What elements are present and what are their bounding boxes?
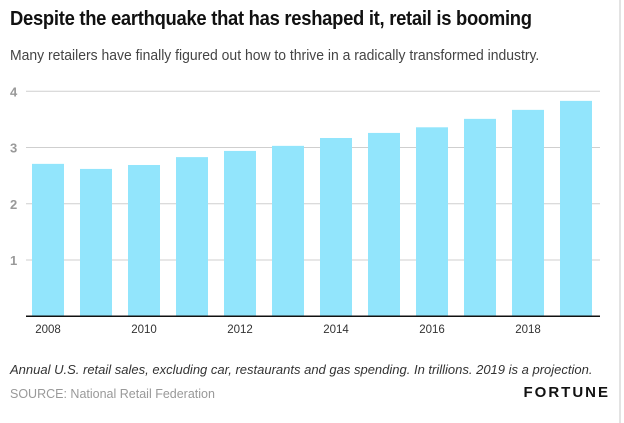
chart-note: Annual U.S. retail sales, excluding car,…	[10, 362, 593, 377]
chart-subtitle: Many retailers have finally figured out …	[10, 47, 540, 64]
bar-2009	[80, 168, 112, 317]
bar-2010	[128, 164, 160, 317]
x-tick-label: 2008	[35, 324, 61, 336]
y-tick-label: 4	[10, 84, 18, 99]
bar-2019	[560, 100, 592, 317]
bar-2008	[32, 163, 64, 317]
bar-2018	[512, 109, 544, 317]
bar-2013	[272, 145, 304, 317]
x-tick-label: 2014	[323, 324, 349, 336]
chart-source: SOURCE: National Retail Federation	[10, 387, 215, 401]
fortune-logo: FORTUNE	[523, 384, 610, 401]
bar-chart: 1 2 3 4 2008 2010 2012 2014 2016 2018	[10, 84, 600, 336]
x-tick-label: 2018	[515, 324, 541, 336]
y-tick-label: 1	[10, 253, 17, 268]
bar-2016	[416, 127, 448, 317]
x-tick-label: 2010	[131, 324, 157, 336]
bar-2017	[464, 118, 496, 317]
bar-2012	[224, 150, 256, 317]
bar-2014	[320, 137, 352, 317]
x-tick-label: 2016	[419, 324, 445, 336]
bar-2011	[176, 157, 208, 317]
y-tick-label: 2	[10, 197, 17, 212]
bar-2015	[368, 132, 400, 317]
y-tick-label: 3	[10, 141, 17, 156]
x-tick-label: 2012	[227, 324, 253, 336]
chart-title: Despite the earthquake that has reshaped…	[10, 8, 532, 30]
